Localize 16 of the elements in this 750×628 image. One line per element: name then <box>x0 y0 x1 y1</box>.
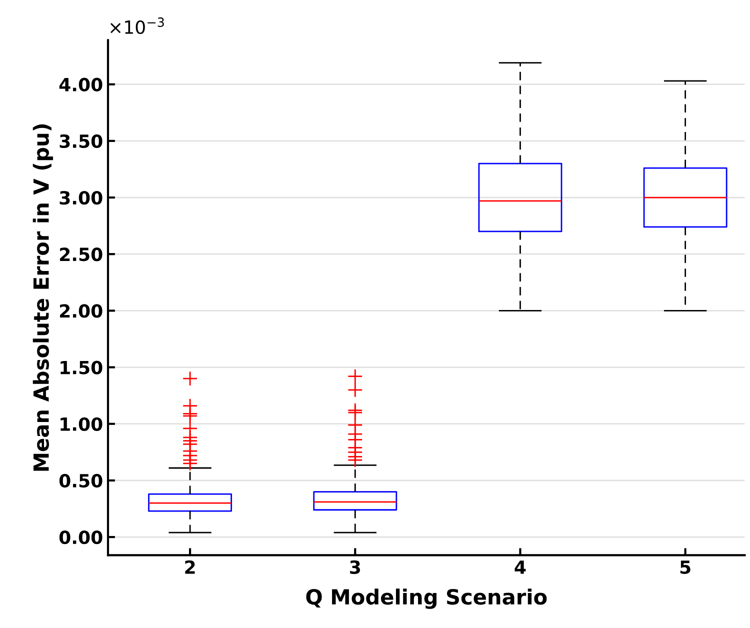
y-tick-label: 0.00 <box>59 530 102 544</box>
x-tick-label: 2 <box>185 560 195 574</box>
y-tick-label: 1.00 <box>60 417 102 431</box>
y-tick-label: 3.00 <box>60 190 102 205</box>
x-tick-label: 4 <box>514 560 526 574</box>
y-tick-label: 2.00 <box>60 304 102 318</box>
y-axis-title: Mean Absolute Error in V (pu) <box>32 124 54 471</box>
x-tick-label: 5 <box>680 560 690 574</box>
x-axis-title: Q Modeling Scenario <box>306 588 547 609</box>
y-tick-label: 4.00 <box>59 78 102 92</box>
text: ×10$^{−3}$ <box>110 17 164 34</box>
y-tick-label: 0.50 <box>59 474 102 488</box>
y-tick-label: 1.50 <box>60 360 102 374</box>
x-tick-label: 3 <box>350 560 360 574</box>
y-tick-label: 3.50 <box>60 134 102 148</box>
y-tick-label: 2.50 <box>60 248 102 262</box>
